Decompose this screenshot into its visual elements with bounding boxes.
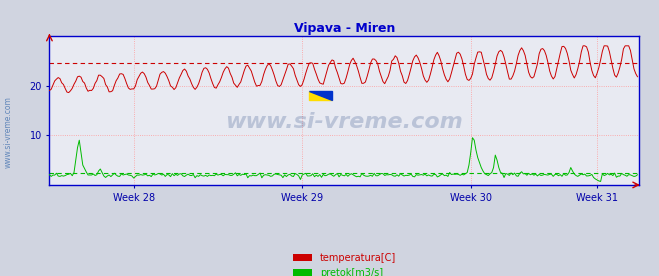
Legend: temperatura[C], pretok[m3/s]: temperatura[C], pretok[m3/s] (289, 249, 400, 276)
Text: www.si-vreme.com: www.si-vreme.com (225, 112, 463, 132)
Text: www.si-vreme.com: www.si-vreme.com (4, 97, 13, 168)
Polygon shape (309, 91, 331, 100)
Polygon shape (309, 91, 331, 100)
Title: Vipava - Miren: Vipava - Miren (294, 22, 395, 35)
